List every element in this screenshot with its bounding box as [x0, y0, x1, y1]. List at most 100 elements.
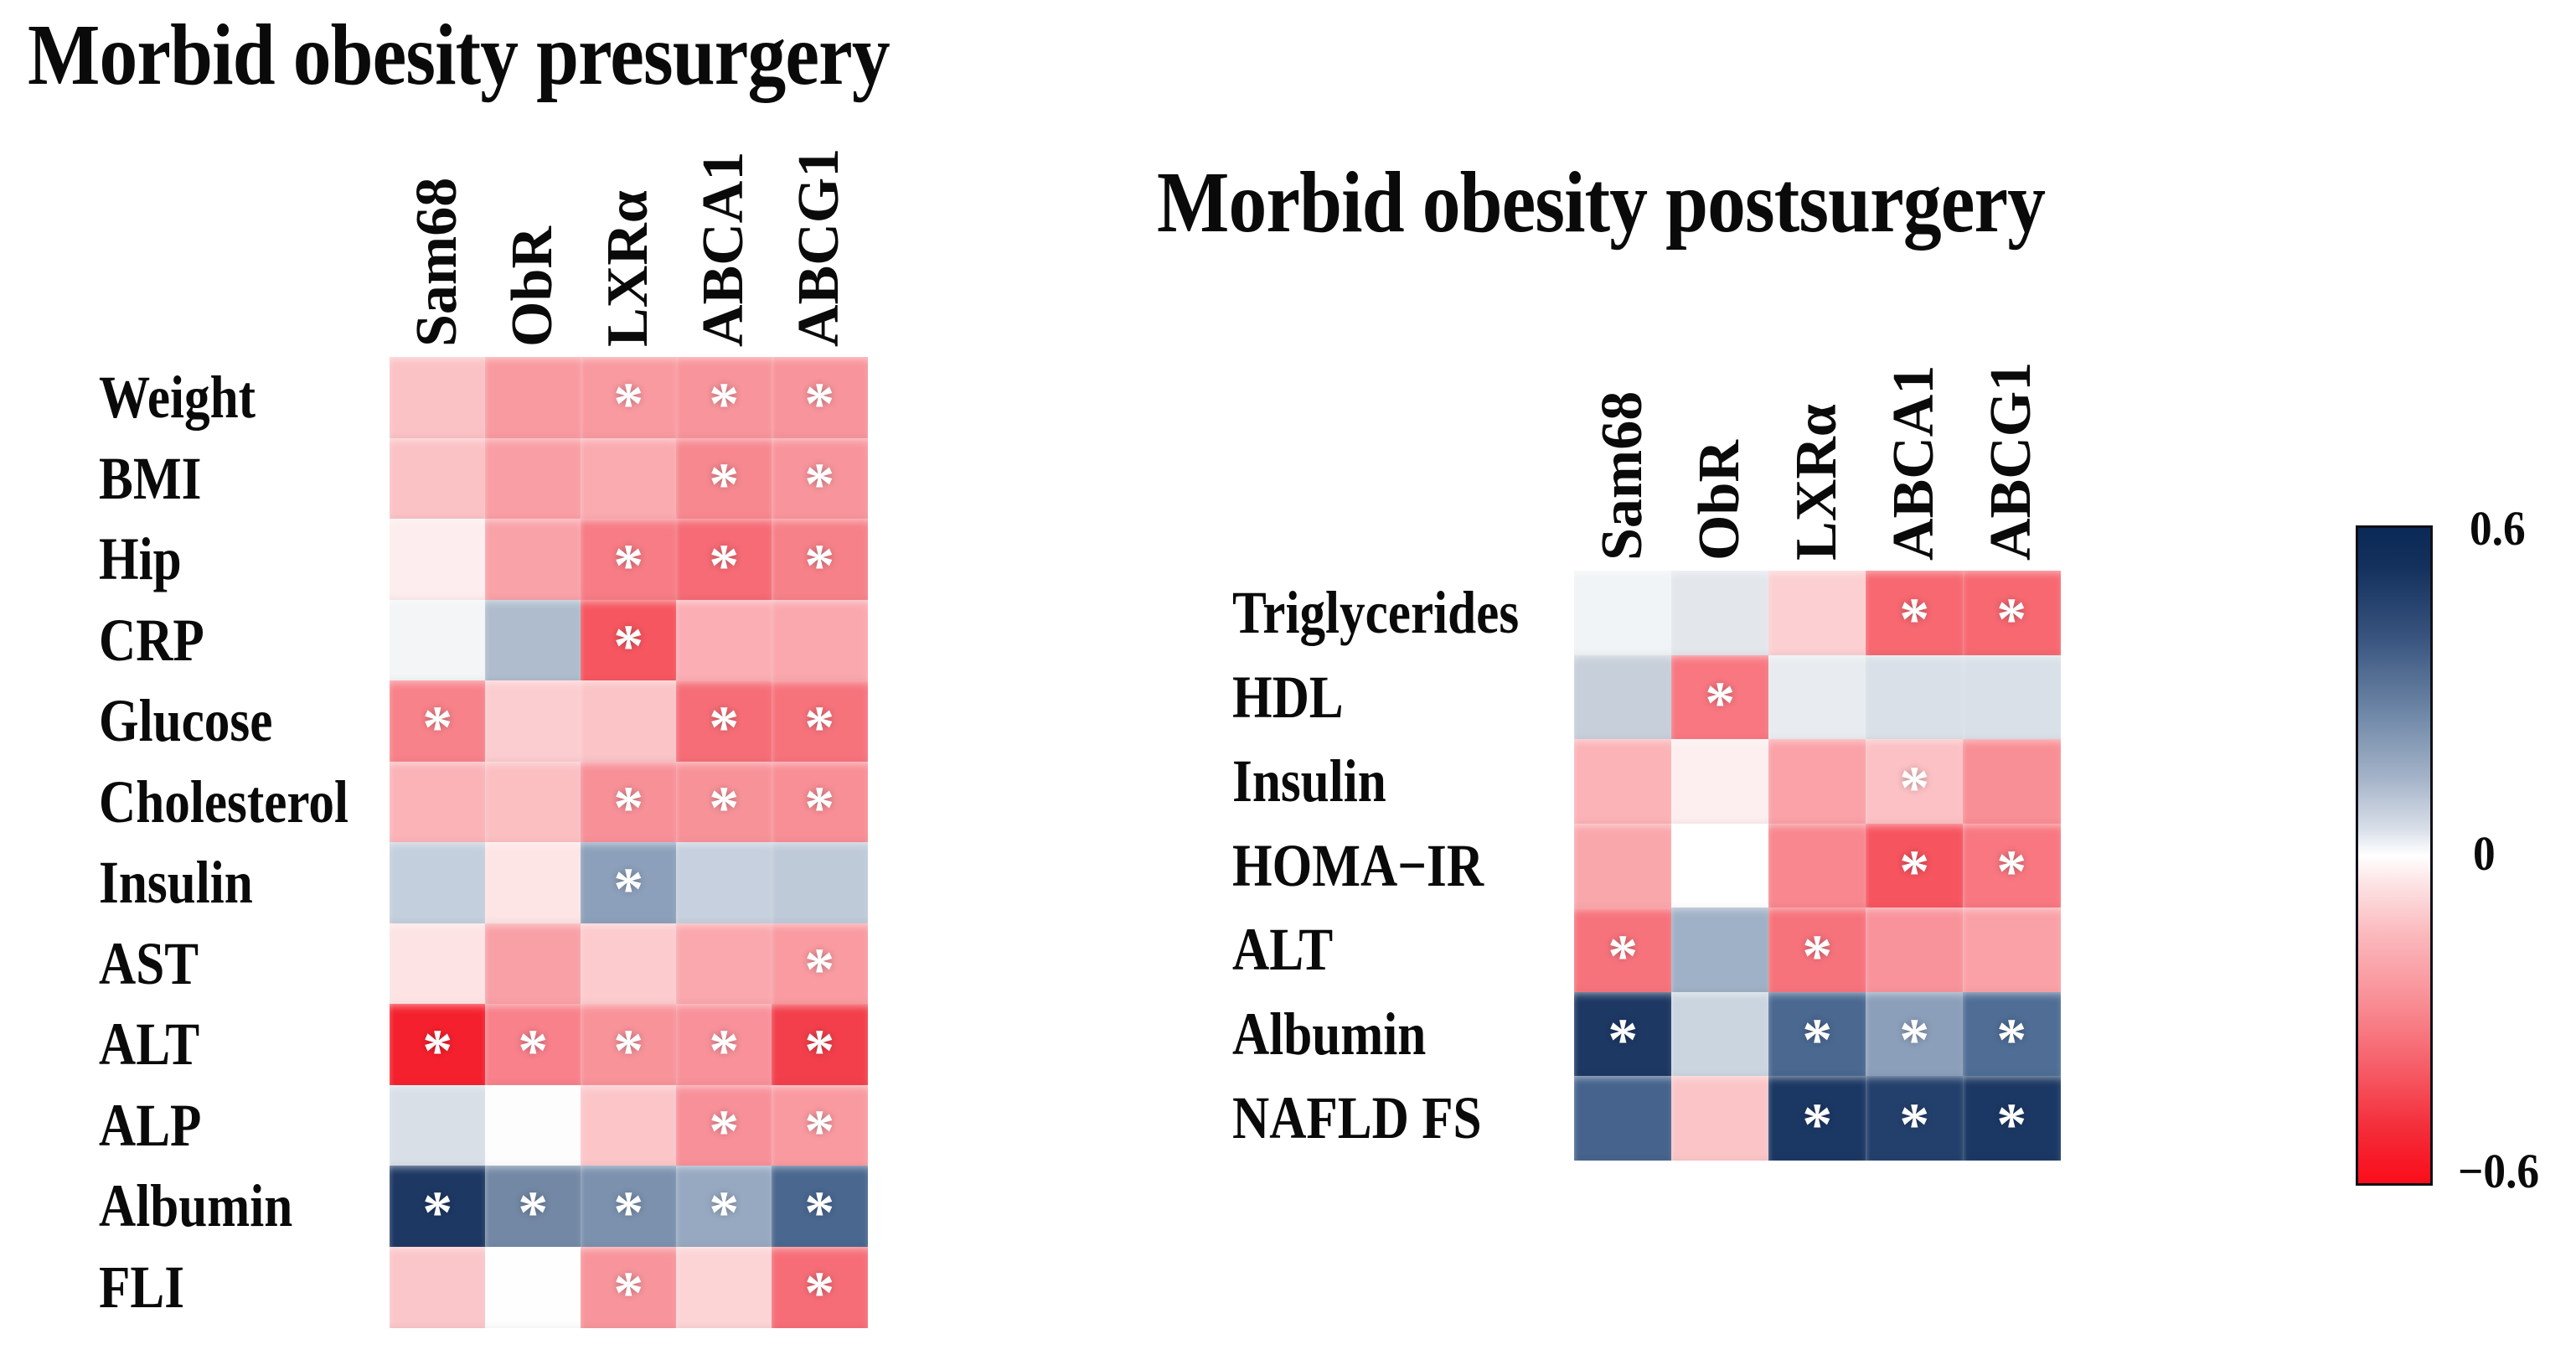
row-label: Insulin [99, 849, 253, 917]
heatmap-cell: * [1963, 1076, 2061, 1161]
significance-asterisk: * [804, 451, 835, 519]
significance-asterisk: * [1899, 838, 1930, 906]
significance-asterisk: * [709, 451, 740, 519]
significance-asterisk: * [709, 1016, 740, 1084]
significance-asterisk: * [709, 1178, 740, 1246]
significance-asterisk: * [613, 774, 644, 842]
heatmap-cell [1768, 654, 1866, 740]
significance-asterisk: * [1996, 1006, 2027, 1074]
heatmap-cell [390, 1084, 486, 1166]
significance-asterisk: * [709, 693, 740, 761]
heatmap-cell [1574, 1076, 1672, 1161]
heatmap-cell: * [772, 923, 868, 1005]
heatmap-cell [1671, 1076, 1769, 1161]
heatmap-cell: * [1963, 571, 2061, 655]
significance-asterisk: * [804, 774, 835, 842]
significance-asterisk: * [1996, 585, 2027, 653]
heatmap-cell: * [581, 1246, 677, 1328]
heatmap-cell: * [1768, 908, 1866, 992]
heatmap-cell: * [1768, 991, 1866, 1077]
significance-asterisk: * [804, 370, 835, 437]
heatmap-cell [1574, 739, 1672, 824]
postsurgery-title: Morbid obesity postsurgery [1157, 154, 2046, 251]
heatmap-cell [1768, 739, 1866, 824]
row-label: Albumin [1232, 1000, 1427, 1068]
heatmap-cell [1866, 654, 1964, 740]
significance-asterisk: * [1899, 1090, 1930, 1158]
row-label: CRP [99, 606, 204, 674]
significance-asterisk: * [804, 1259, 835, 1327]
heatmap-cell: * [581, 1004, 677, 1085]
significance-asterisk: * [804, 1016, 835, 1084]
significance-asterisk: * [422, 693, 453, 761]
significance-asterisk: * [804, 1098, 835, 1166]
heatmap-cell [390, 437, 486, 520]
heatmap-cell: * [1866, 991, 1964, 1077]
heatmap-cell: * [1768, 1076, 1866, 1161]
significance-asterisk: * [804, 693, 835, 761]
significance-asterisk: * [1899, 1006, 1930, 1074]
heatmap-cell [390, 842, 486, 923]
column-label: ABCG1 [787, 147, 851, 347]
heatmap-cell [390, 599, 486, 681]
colorbar-max-label: 0.6 [2470, 501, 2526, 556]
row-label: Cholesterol [99, 768, 349, 835]
heatmap-cell: * [485, 1004, 581, 1085]
significance-asterisk: * [1996, 838, 2027, 906]
heatmap-cell: * [1963, 823, 2061, 908]
heatmap-cell: * [581, 599, 677, 681]
row-label: Triglycerides [1232, 579, 1520, 647]
heatmap-cell [1866, 908, 1964, 992]
significance-asterisk: * [1996, 1090, 2027, 1158]
heatmap-cell [1574, 823, 1672, 908]
heatmap-cell: * [676, 680, 772, 762]
significance-asterisk: * [613, 1016, 644, 1084]
significance-asterisk: * [804, 531, 835, 599]
significance-asterisk: * [613, 1259, 644, 1327]
heatmap-cell: * [772, 1166, 868, 1247]
significance-asterisk: * [613, 613, 644, 680]
heatmap-cell [1963, 739, 2061, 824]
heatmap-cell: * [772, 680, 868, 762]
colorbar-zero-label: 0 [2473, 826, 2496, 881]
heatmap-cell [1768, 823, 1866, 908]
heatmap-cell [485, 842, 581, 923]
row-label: Weight [99, 364, 256, 432]
row-label: ALP [99, 1091, 202, 1159]
significance-asterisk: * [1802, 1006, 1833, 1074]
row-label: ALT [1232, 916, 1334, 984]
significance-asterisk: * [1608, 922, 1639, 990]
column-label: LXRα [596, 190, 660, 347]
heatmap-cell: * [390, 1166, 486, 1247]
heatmap-cell: * [1574, 908, 1672, 992]
heatmap-cell: * [581, 842, 677, 923]
significance-asterisk: * [422, 1178, 453, 1246]
significance-asterisk: * [613, 1178, 644, 1246]
heatmap-cell: * [1866, 1076, 1964, 1161]
heatmap-cell [1574, 654, 1672, 740]
significance-asterisk: * [1705, 670, 1736, 737]
heatmap-cell [485, 680, 581, 762]
heatmap-cell [1671, 908, 1769, 992]
heatmap-cell [676, 923, 772, 1005]
heatmap-cell [581, 680, 677, 762]
row-label: FLI [99, 1253, 185, 1321]
heatmap-cell: * [1574, 991, 1672, 1077]
row-label: Insulin [1232, 747, 1386, 815]
significance-asterisk: * [613, 531, 644, 599]
row-label: BMI [99, 444, 202, 512]
heatmap-cell: * [581, 357, 677, 438]
heatmap-cell [485, 437, 581, 520]
heatmap-cell: * [1963, 991, 2061, 1077]
heatmap-cell: * [772, 519, 868, 600]
heatmap-cell: * [676, 437, 772, 520]
heatmap-cell [390, 761, 486, 843]
heatmap-cell: * [772, 357, 868, 438]
significance-asterisk: * [422, 1016, 453, 1084]
presurgery-title: Morbid obesity presurgery [28, 7, 891, 103]
heatmap-cell: * [676, 1084, 772, 1166]
heatmap-cell [485, 923, 581, 1005]
significance-asterisk: * [804, 1178, 835, 1246]
heatmap-cell [1963, 654, 2061, 740]
